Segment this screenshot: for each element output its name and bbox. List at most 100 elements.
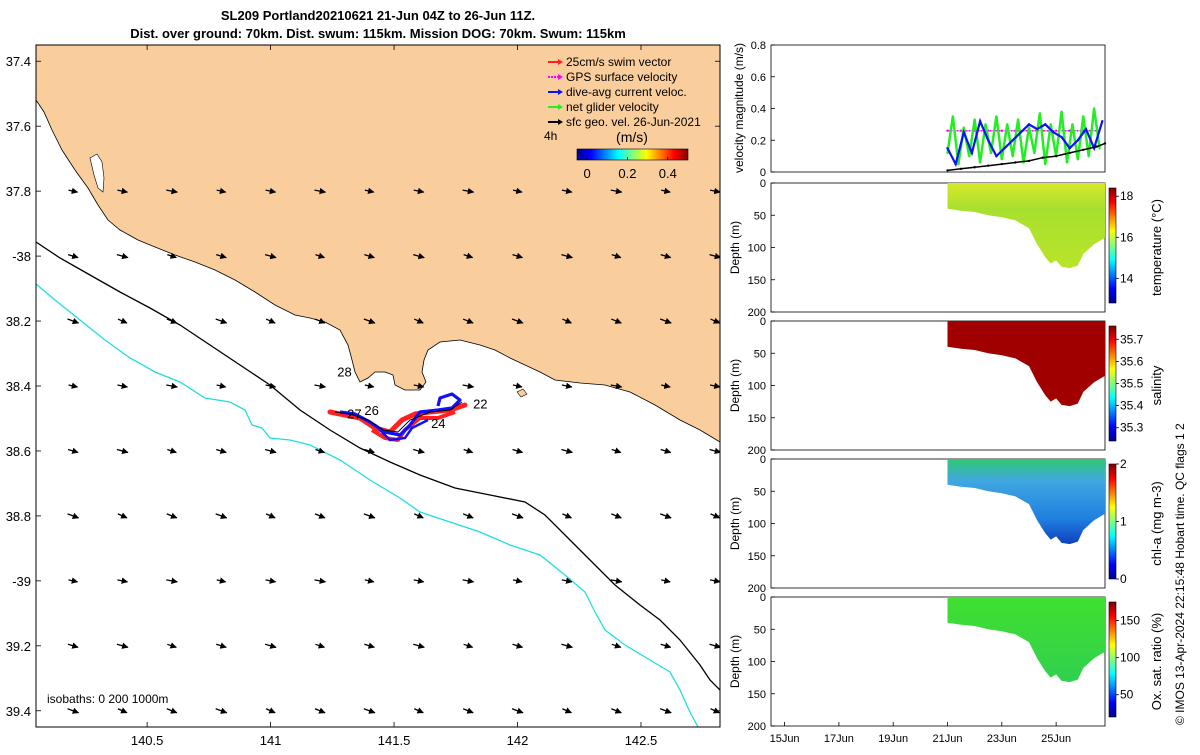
velocity-series-point [1076, 158, 1080, 161]
velocity-y-tick-label: 0.4 [751, 104, 766, 116]
velocity-series-point [1060, 135, 1063, 139]
velocity-panel: 0 0.2 0.4 0.6 0.8 velocity magnitude (m/s) [732, 40, 1107, 179]
depth-tick-label: 0 [760, 454, 766, 466]
velocity-series-point [962, 131, 965, 134]
colorbar-tick-label: 2 [1120, 457, 1127, 471]
velocity-series-point [1103, 142, 1107, 145]
velocity-series-point [1019, 131, 1023, 134]
track-blue-dive [339, 392, 462, 437]
velocity-series-point [1082, 115, 1085, 118]
track-blue-dive-2 [374, 418, 429, 442]
current-vector-arrow [512, 187, 523, 195]
current-vector-arrow [413, 187, 425, 195]
current-vector-arrow [512, 577, 523, 584]
colorbar-label: salinity [1149, 365, 1164, 405]
current-vector-arrow [659, 512, 672, 519]
velocity-series-point [957, 162, 960, 166]
current-vector-arrow [611, 642, 622, 649]
day-label: 28 [337, 364, 351, 379]
current-vector-arrow [166, 382, 178, 390]
colorbar-tick-label: 35.4 [1120, 399, 1144, 413]
velocity-series-point [1076, 139, 1080, 142]
current-vector-arrow [462, 512, 474, 519]
map-y-tick-label: 37.8 [6, 184, 31, 199]
map-x-tick-label: 141.5 [378, 733, 411, 748]
date-tick-label: 15Jun [770, 733, 800, 745]
current-vector-arrow [215, 317, 228, 325]
current-vector-arrow [363, 707, 376, 714]
velocity-series-point [1054, 154, 1058, 158]
map-y-tick-label: 39.2 [6, 639, 31, 654]
current-vector-arrow [463, 252, 474, 259]
current-vector-arrow [462, 382, 475, 390]
velocity-series-point [984, 123, 987, 126]
velocity-series-point [1065, 161, 1069, 164]
velocity-series-point [1092, 107, 1096, 110]
colorbar-tick-label: 16 [1120, 230, 1134, 244]
velocity-series-point [959, 129, 963, 132]
section-data-fill [947, 183, 1105, 269]
depth-tick-label: 100 [748, 243, 766, 255]
velocity-series-point [1098, 146, 1101, 150]
velocity-series-point [1041, 156, 1044, 159]
velocity-series-point [1049, 123, 1052, 126]
map-y-tick-label: 38.8 [6, 509, 31, 524]
legend-item: 25cm/s swim vector [566, 55, 671, 69]
map-axis-ticks: 140.5 141 141.5 142 142.5 37.4 37.6 37.8 -38 38.2… [6, 45, 720, 748]
current-vector-arrow [264, 642, 277, 649]
depth-tick-label: 100 [748, 657, 766, 669]
current-vector-arrow [265, 512, 276, 519]
current-vector-arrow [561, 382, 573, 390]
current-vector-arrow [660, 252, 672, 260]
current-vector-arrow [610, 577, 623, 585]
current-vector-arrow [166, 187, 178, 195]
bay-island [516, 388, 528, 398]
section-colorbar [1108, 601, 1117, 718]
current-vector-arrow [265, 707, 276, 714]
colorbar-tick-label: 18 [1120, 189, 1134, 203]
velocity-series-point [946, 151, 949, 155]
current-vector-arrow [610, 187, 623, 195]
day-label: 27 [347, 406, 361, 421]
section-data-fill [947, 597, 1105, 683]
velocity-series-point [1068, 151, 1071, 155]
current-vector-arrow [116, 447, 129, 455]
velocity-series-point [1014, 161, 1017, 164]
legend-swatch-arrow [558, 74, 563, 80]
current-vector-arrow [561, 577, 573, 584]
current-vector-arrow [314, 187, 327, 195]
legend-swatch-arrow [558, 59, 563, 65]
current-vector-arrow [215, 512, 228, 519]
velocity-series-point [973, 118, 976, 121]
current-vector-arrow [67, 512, 80, 519]
current-vector-arrow [660, 642, 672, 649]
velocity-series-point [1071, 123, 1074, 126]
depth-tick-label: 200 [748, 721, 766, 733]
current-vector-arrow [166, 707, 178, 714]
map-x-tick-label: 142.5 [625, 733, 658, 748]
depth-tick-label: 50 [754, 624, 766, 636]
current-vector-arrow [315, 447, 326, 454]
velocity-series-point [1038, 112, 1042, 115]
current-vector-arrow [215, 707, 228, 714]
current-vector-arrow [166, 577, 178, 585]
current-vector-arrow [364, 382, 375, 389]
velocity-y-tick-label: 0 [760, 167, 766, 179]
legend-swatch-arrow [558, 89, 563, 95]
map-x-tick-label: 142 [507, 733, 529, 748]
current-vector-arrow [265, 382, 277, 390]
velocity-series-point [1000, 158, 1004, 161]
current-vector-arrow [562, 707, 572, 714]
velocity-series-point [1082, 148, 1085, 151]
velocity-series-point [1033, 151, 1036, 155]
right-panels: 0 0.2 0.4 0.6 0.8 velocity magnitude (m/s) 0 50… [728, 40, 1164, 745]
depth-tick-label: 50 [754, 348, 766, 360]
current-vector-arrow [216, 252, 227, 260]
current-vector-arrow [611, 707, 622, 714]
velocity-series-point [951, 115, 955, 118]
velocity-series-point [1101, 120, 1104, 123]
current-vector-arrow [364, 187, 375, 195]
speed-colorbar-ticks: 0 0.2 0.4 [583, 157, 677, 181]
current-vector-arrow [364, 577, 375, 584]
